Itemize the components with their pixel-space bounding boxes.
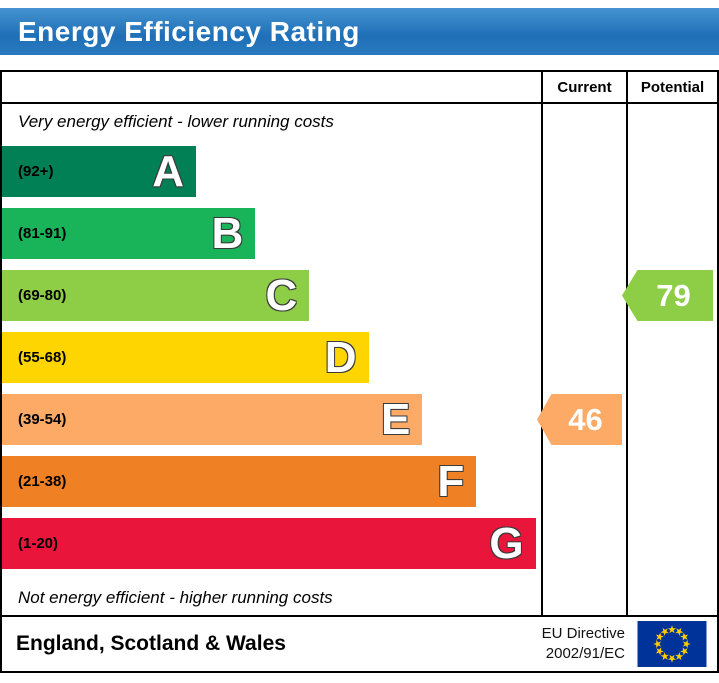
table-body: Very energy efficient - lower running co… xyxy=(2,104,717,615)
potential-column-header: Potential xyxy=(626,72,717,102)
potential-column: 79 xyxy=(622,104,717,615)
band-c: (69-80) C xyxy=(2,270,310,321)
page-title: Energy Efficiency Rating xyxy=(18,15,360,47)
band-g: (1-20) G xyxy=(2,518,536,569)
rating-table: Current Potential Very energy efficient … xyxy=(0,70,719,673)
bands-column: Very energy efficient - lower running co… xyxy=(2,104,541,615)
epc-page: Energy Efficiency Rating Current Potenti… xyxy=(0,8,719,683)
band-range: (21-38) xyxy=(18,473,67,490)
band-b: (81-91) B xyxy=(2,208,256,259)
band-range: (69-80) xyxy=(18,287,67,304)
band-letter: F xyxy=(437,456,465,506)
bottom-caption: Not energy efficient - higher running co… xyxy=(18,587,333,607)
eu-flag-icon xyxy=(637,621,707,667)
band-row-c: (69-80) C xyxy=(2,270,541,321)
band-a: (92+) A xyxy=(2,146,197,197)
band-row-a: (92+) A xyxy=(2,146,541,197)
band-f: (21-38) F xyxy=(2,456,477,507)
table-header-spacer xyxy=(2,72,541,102)
eu-directive-line1: EU Directive xyxy=(541,624,625,642)
table-header-row: Current Potential xyxy=(2,72,717,104)
band-e: (39-54) E xyxy=(2,394,423,445)
band-row-b: (81-91) B xyxy=(2,208,541,259)
band-range: (81-91) xyxy=(18,225,67,242)
potential-rating-arrow: 79 xyxy=(622,270,713,321)
current-column: 46 xyxy=(537,104,626,615)
rating-bands: (92+) A (81-91) B (69-80) C (55-68) D (39-54) E (2… xyxy=(2,140,541,580)
band-d: (55-68) D xyxy=(2,332,369,383)
band-letter: D xyxy=(324,332,357,382)
band-range: (39-54) xyxy=(18,411,67,428)
band-letter: E xyxy=(381,394,411,444)
band-row-g: (1-20) G xyxy=(2,518,541,569)
top-caption: Very energy efficient - lower running co… xyxy=(18,112,334,131)
band-letter: A xyxy=(152,146,185,196)
band-letter: C xyxy=(265,270,298,320)
chart-title-bar: Energy Efficiency Rating xyxy=(0,8,719,55)
band-range: (55-68) xyxy=(18,349,67,366)
band-row-f: (21-38) F xyxy=(2,456,541,507)
band-row-d: (55-68) D xyxy=(2,332,541,383)
eu-directive-line2: 2002/91/EC xyxy=(545,645,625,662)
band-letter: G xyxy=(489,518,524,568)
band-range: (92+) xyxy=(18,163,54,180)
eu-directive-label: EU Directive 2002/91/EC xyxy=(542,624,625,665)
current-rating-arrow: 46 xyxy=(537,394,622,445)
band-range: (1-20) xyxy=(18,535,59,552)
current-column-header: Current xyxy=(541,72,626,102)
band-row-e: (39-54) E xyxy=(2,394,541,445)
region-label: England, Scotland & Wales xyxy=(16,632,286,655)
band-letter: B xyxy=(211,208,244,258)
footer: England, Scotland & Wales EU Directive 2… xyxy=(2,615,717,671)
